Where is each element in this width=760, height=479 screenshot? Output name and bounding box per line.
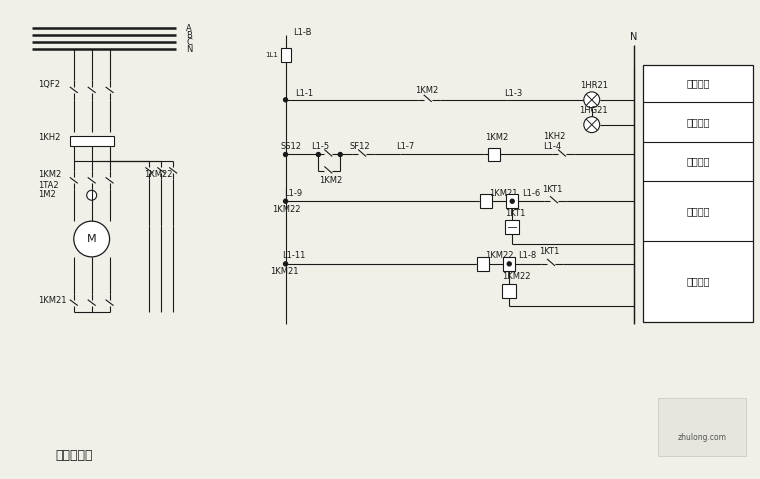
Text: 1KM2: 1KM2	[318, 176, 342, 185]
Bar	[502, 284, 516, 297]
Text: 运行显示: 运行显示	[686, 117, 710, 126]
Text: N: N	[186, 45, 192, 54]
Text: L1-5: L1-5	[312, 142, 329, 151]
Text: L1-9: L1-9	[284, 189, 302, 198]
Text: 1KT1: 1KT1	[539, 248, 559, 256]
Text: 1KH2: 1KH2	[38, 133, 60, 142]
Text: SS12: SS12	[280, 142, 302, 151]
Text: L1-8: L1-8	[518, 251, 537, 261]
Text: 1KM2: 1KM2	[486, 133, 508, 142]
Text: 1KH2: 1KH2	[543, 132, 565, 141]
Text: M: M	[87, 234, 97, 244]
Text: 1KM22: 1KM22	[272, 205, 301, 214]
Circle shape	[316, 152, 321, 157]
Text: 1KM22: 1KM22	[502, 272, 530, 281]
Circle shape	[283, 98, 287, 102]
Bar	[477, 257, 489, 271]
Text: 1HG21: 1HG21	[579, 106, 608, 115]
Text: 星形运行: 星形运行	[686, 206, 710, 216]
Text: 1KM21: 1KM21	[489, 189, 518, 198]
Bar	[280, 48, 290, 62]
Text: L1-6: L1-6	[522, 189, 540, 198]
Bar	[644, 65, 753, 321]
Text: L1-11: L1-11	[282, 251, 306, 261]
Circle shape	[510, 199, 515, 203]
Bar	[489, 148, 500, 161]
Text: 1KM22: 1KM22	[485, 251, 514, 261]
Circle shape	[283, 199, 287, 203]
Circle shape	[584, 117, 600, 133]
Circle shape	[283, 262, 287, 266]
Bar	[506, 194, 518, 208]
Circle shape	[283, 152, 287, 157]
Circle shape	[87, 190, 97, 200]
Text: 1KT1: 1KT1	[542, 185, 562, 194]
Text: SF12: SF12	[350, 142, 370, 151]
Text: 1M2: 1M2	[38, 190, 55, 199]
Circle shape	[507, 262, 511, 266]
Text: L1-4: L1-4	[543, 142, 561, 151]
Text: 1L1: 1L1	[266, 52, 279, 58]
Text: 1KM21: 1KM21	[38, 296, 66, 305]
Text: B: B	[186, 31, 192, 40]
Bar	[480, 194, 492, 208]
Text: N: N	[630, 32, 637, 42]
Circle shape	[584, 92, 600, 108]
Bar	[658, 398, 746, 456]
Text: 1KM2: 1KM2	[415, 86, 439, 95]
Text: 1HR21: 1HR21	[580, 81, 608, 91]
Text: 1KM21: 1KM21	[271, 267, 299, 276]
Text: L1-B: L1-B	[293, 28, 312, 37]
Text: L1-7: L1-7	[396, 142, 414, 151]
Text: 运行手动: 运行手动	[686, 157, 710, 167]
Text: 1KM2: 1KM2	[38, 170, 62, 179]
Text: A: A	[186, 24, 192, 33]
Text: zhulong.com: zhulong.com	[678, 433, 727, 442]
Text: 1KT1: 1KT1	[505, 209, 526, 217]
Text: L1-1: L1-1	[296, 90, 314, 98]
Text: L1-3: L1-3	[504, 90, 522, 98]
Text: 停止显示: 停止显示	[686, 79, 710, 89]
Text: 一次接线图: 一次接线图	[55, 449, 93, 462]
Circle shape	[74, 221, 109, 257]
Bar	[70, 136, 113, 146]
Text: 角形运行: 角形运行	[686, 276, 710, 286]
Circle shape	[338, 152, 342, 157]
Bar	[503, 257, 515, 271]
Text: 1TA2: 1TA2	[38, 181, 59, 190]
Text: 1KM22: 1KM22	[144, 170, 173, 179]
Bar	[505, 220, 519, 234]
Text: 1QF2: 1QF2	[38, 80, 60, 90]
Text: C: C	[186, 38, 192, 46]
